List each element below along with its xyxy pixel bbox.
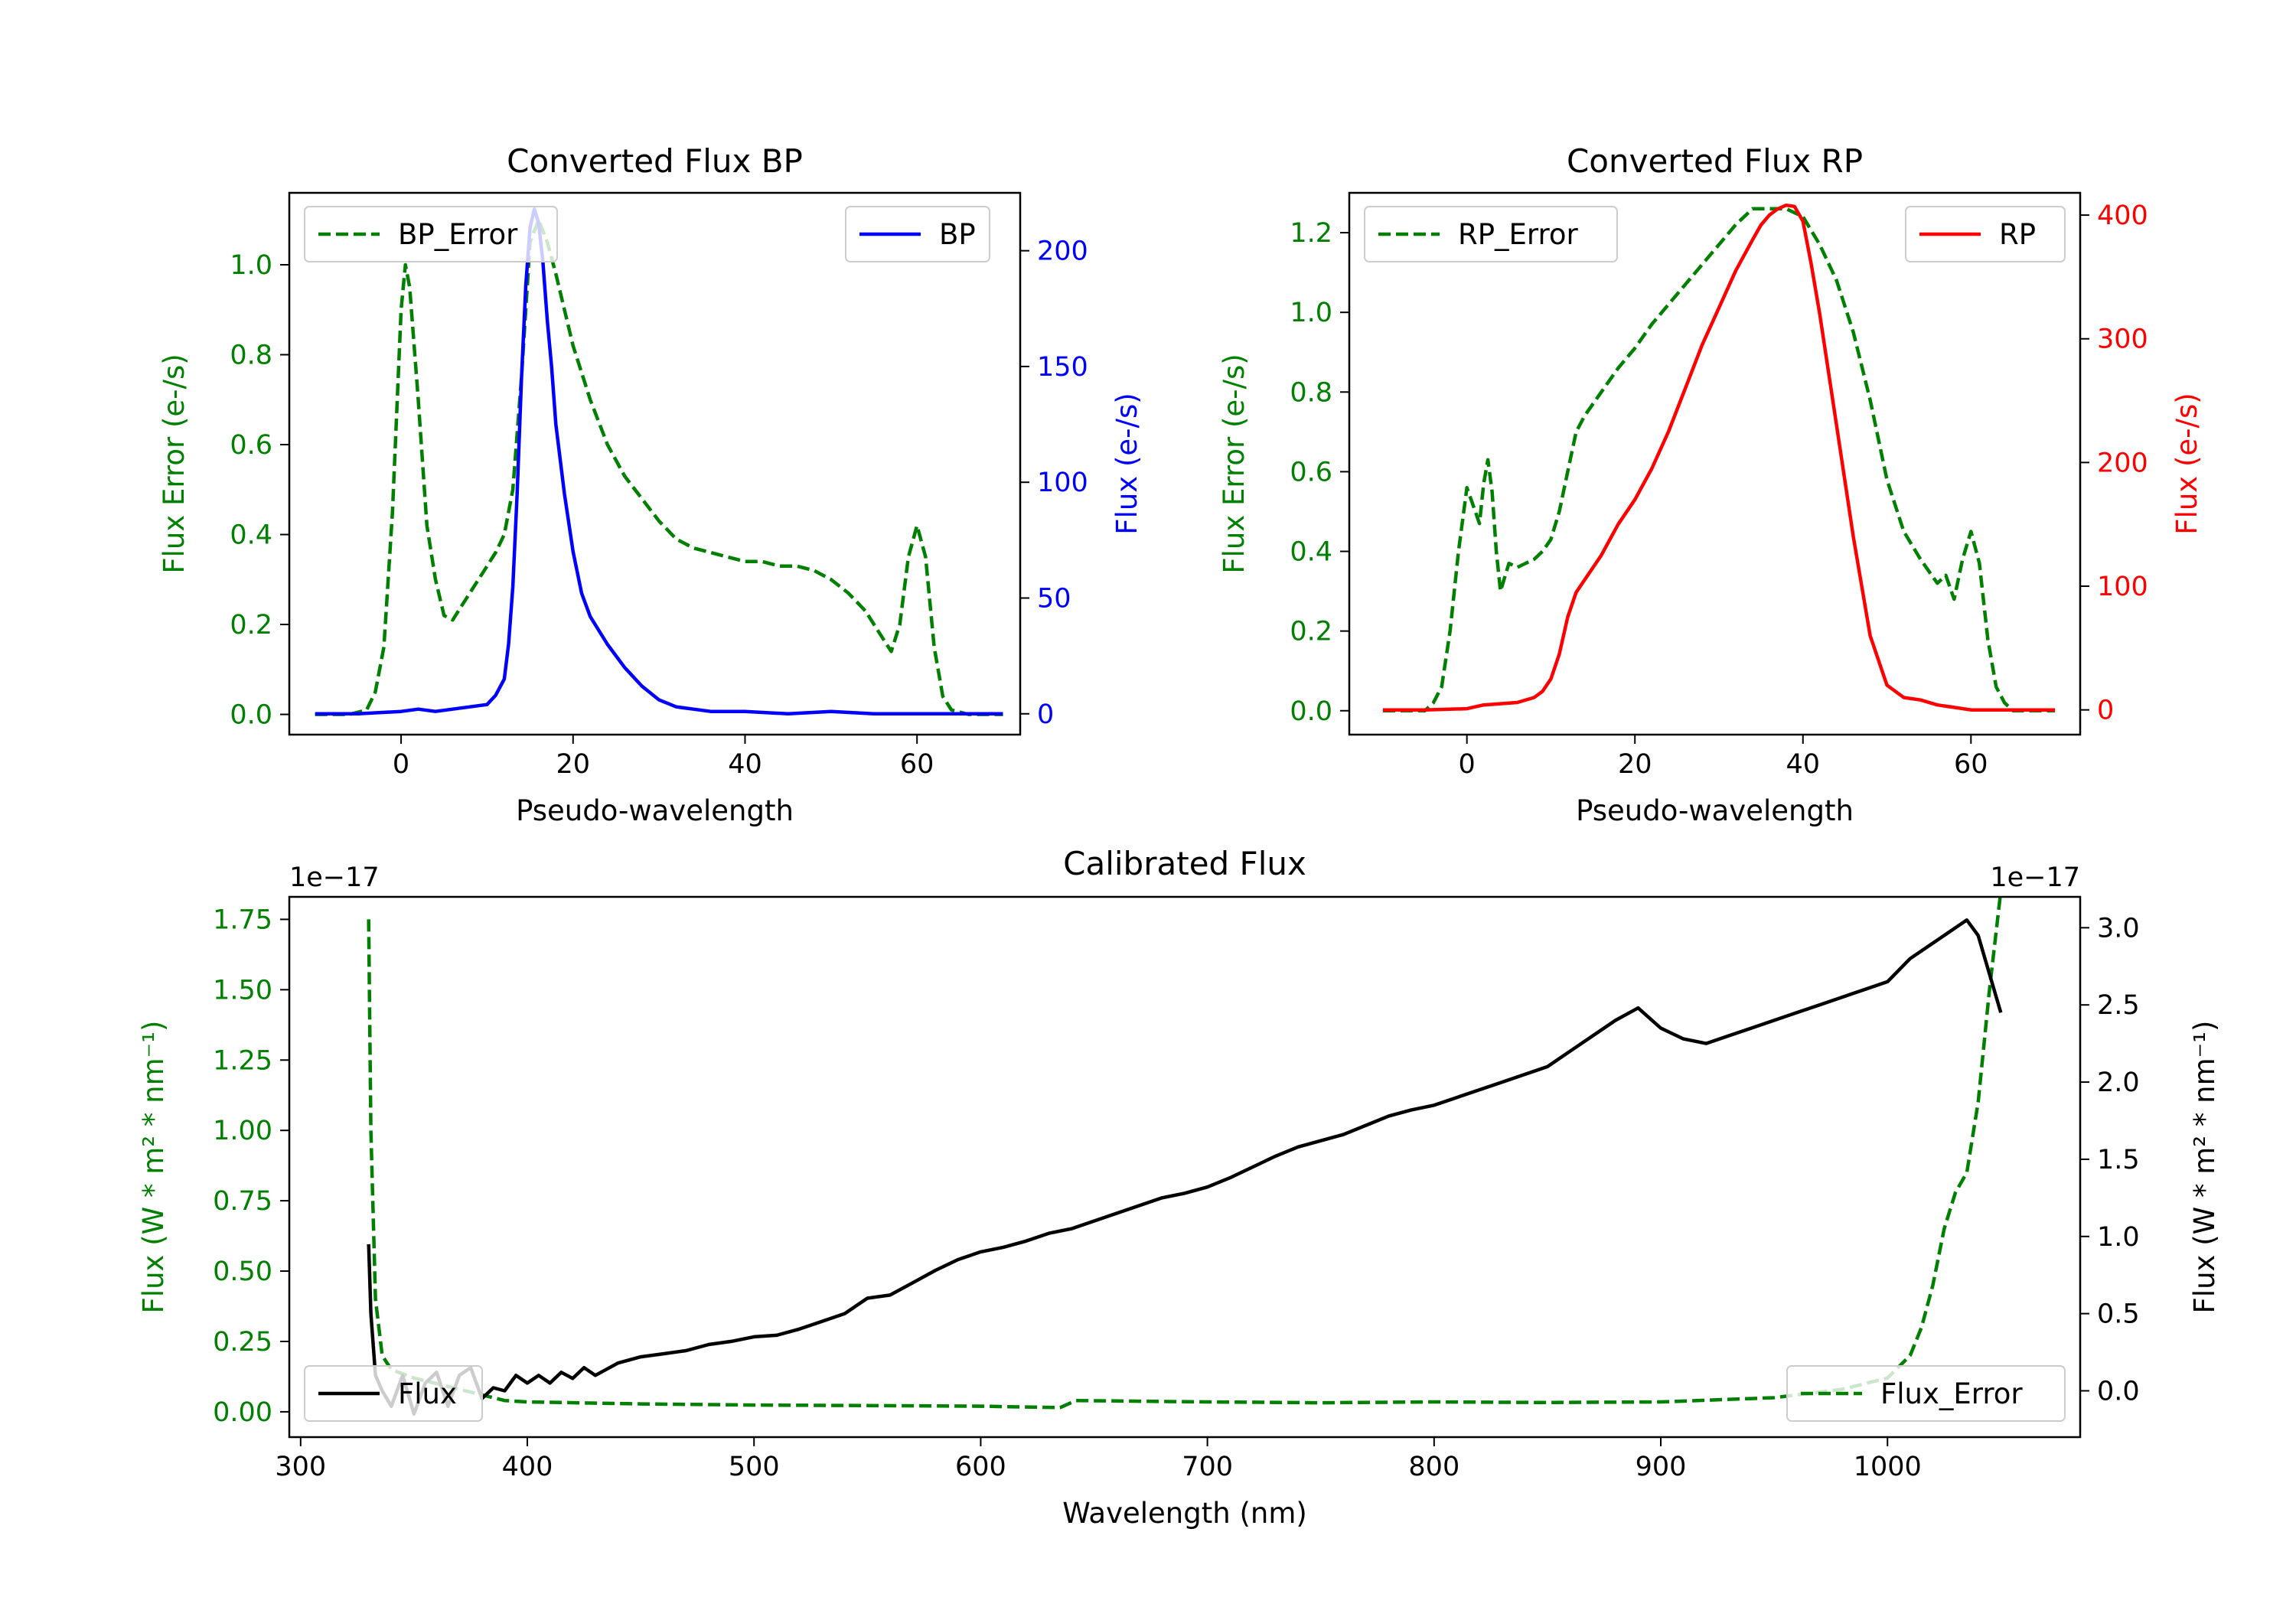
y-right-axis-label: Flux (W * m² * nm⁻¹) xyxy=(2188,1021,2221,1314)
legend-box xyxy=(304,1365,483,1422)
y-left-axis-label: Flux (W * m² * nm⁻¹) xyxy=(137,1021,170,1314)
y-right-tick-label: 100 xyxy=(2097,572,2148,602)
y-left-tick-label: 0.8 xyxy=(1290,377,1332,408)
x-axis-label: Pseudo-wavelength xyxy=(1576,794,1854,827)
y-left-tick-label: 1.50 xyxy=(213,975,272,1006)
legend-label: BP_Error xyxy=(398,218,518,251)
legend-left: RP_Error xyxy=(1364,206,1618,262)
x-tick-label: 600 xyxy=(955,1452,1006,1482)
series-line-flux_error xyxy=(367,897,2002,1410)
axes-frame xyxy=(288,895,2082,1439)
y-right-tick-label: 0 xyxy=(1037,699,1054,730)
x-axis-label: Wavelength (nm) xyxy=(1062,1497,1307,1530)
y-left-tick-label: 0.8 xyxy=(230,341,272,371)
y-left-axis-label: Flux Error (e-/s) xyxy=(158,354,191,573)
legend-label: Flux xyxy=(398,1377,457,1410)
axes-frame xyxy=(288,191,1022,736)
y-right-tick-label: 1.0 xyxy=(2097,1222,2140,1253)
y-right-tick-label: 50 xyxy=(1037,583,1071,614)
series-line-bp xyxy=(315,207,1003,716)
x-axis-label: Pseudo-wavelength xyxy=(516,794,794,827)
x-tick-label: 1000 xyxy=(1854,1452,1922,1482)
chart-title: Converted Flux BP xyxy=(507,142,803,180)
legend-label: RP_Error xyxy=(1458,218,1578,251)
series-line-rp_error xyxy=(1382,207,2056,713)
legend-right: BP xyxy=(845,206,990,262)
x-tick-label: 20 xyxy=(1618,749,1652,780)
series-line-bp_error xyxy=(315,218,1003,716)
y-left-tick-label: 0.4 xyxy=(1290,537,1332,568)
y-left-axis-label: Flux Error (e-/s) xyxy=(1218,354,1251,573)
legend-right: RP xyxy=(1905,206,2066,262)
y-right-tick-label: 300 xyxy=(2097,324,2148,355)
legend-left: Flux xyxy=(304,1365,483,1422)
x-tick-label: 20 xyxy=(556,749,590,780)
legend-label: BP xyxy=(939,218,976,251)
x-tick-label: 60 xyxy=(1954,749,1988,780)
y-right-tick-label: 2.5 xyxy=(2097,990,2140,1021)
y-left-tick-label: 0.0 xyxy=(1290,696,1332,727)
legend-box xyxy=(304,206,558,262)
y-right-tick-label: 3.0 xyxy=(2097,913,2140,944)
y-left-tick-label: 1.0 xyxy=(230,250,272,281)
y-left-tick-label: 0.4 xyxy=(230,520,272,551)
y-left-tick-label: 0.6 xyxy=(230,430,272,461)
y-left-tick-label: 1.2 xyxy=(1290,218,1332,249)
y-left-tick-label: 1.00 xyxy=(213,1116,272,1146)
y-right-tick-label: 200 xyxy=(2097,448,2148,478)
y-left-tick-label: 0.2 xyxy=(1290,617,1332,647)
series-line-flux xyxy=(367,918,2003,1416)
x-tick-label: 40 xyxy=(1786,749,1820,780)
y-right-offset-label: 1e−17 xyxy=(1990,862,2080,893)
x-tick-label: 0 xyxy=(1459,749,1476,780)
y-right-tick-label: 200 xyxy=(1037,236,1088,267)
series-line-rp xyxy=(1382,203,2056,712)
x-tick-label: 40 xyxy=(728,749,762,780)
y-right-tick-label: 2.0 xyxy=(2097,1068,2140,1098)
legend-box xyxy=(1905,206,2066,262)
legend-left: BP_Error xyxy=(304,206,558,262)
chart-3: 300 400 500 600 700 800 900 1000 0.00 0.25 0.50 0.7… xyxy=(137,845,2221,1530)
y-left-tick-label: 0.50 xyxy=(213,1257,272,1287)
y-right-tick-label: 400 xyxy=(2097,200,2148,231)
chart-2: 0 20 40 60 0.0 0.2 0.4 0.6 0.8 1.0 1.2 0 100 200 300 40… xyxy=(1218,142,2203,827)
y-left-tick-label: 1.25 xyxy=(213,1045,272,1076)
x-tick-label: 300 xyxy=(275,1452,326,1482)
axes-frame xyxy=(1348,191,2082,736)
y-left-tick-label: 0.25 xyxy=(213,1327,272,1358)
legend-label: Flux_Error xyxy=(1880,1377,2023,1410)
y-right-axis-label: Flux (e-/s) xyxy=(1110,393,1143,534)
legend-box xyxy=(1364,206,1618,262)
chart-1: 0 20 40 60 0.0 0.2 0.4 0.6 0.8 1.0 0 50 100 150 200 Con… xyxy=(158,142,1143,827)
y-left-tick-label: 0.2 xyxy=(230,610,272,641)
y-right-axis-label: Flux (e-/s) xyxy=(2170,393,2203,534)
chart-title: Converted Flux RP xyxy=(1567,142,1863,180)
x-tick-label: 700 xyxy=(1182,1452,1233,1482)
y-left-tick-label: 1.0 xyxy=(1290,298,1332,328)
x-tick-label: 500 xyxy=(729,1452,780,1482)
y-right-tick-label: 100 xyxy=(1037,468,1088,498)
y-left-offset-label: 1e−17 xyxy=(289,862,380,893)
y-right-tick-label: 150 xyxy=(1037,352,1088,383)
y-right-tick-label: 0.5 xyxy=(2097,1299,2140,1330)
y-right-tick-label: 0.0 xyxy=(2097,1376,2140,1407)
chart-title: Calibrated Flux xyxy=(1063,845,1306,882)
y-right-tick-label: 1.5 xyxy=(2097,1145,2140,1175)
y-right-tick-label: 0 xyxy=(2097,696,2114,726)
y-left-tick-label: 1.75 xyxy=(213,905,272,935)
x-tick-label: 900 xyxy=(1636,1452,1687,1482)
legend-label: RP xyxy=(1999,218,2036,251)
y-left-tick-label: 0.0 xyxy=(230,700,272,731)
y-left-tick-label: 0.6 xyxy=(1290,457,1332,487)
x-tick-label: 0 xyxy=(393,749,409,780)
y-left-tick-label: 0.75 xyxy=(213,1186,272,1217)
x-tick-label: 400 xyxy=(502,1452,553,1482)
x-tick-label: 60 xyxy=(900,749,934,780)
legend-right: Flux_Error xyxy=(1786,1365,2066,1422)
y-left-tick-label: 0.00 xyxy=(213,1397,272,1428)
x-tick-label: 800 xyxy=(1408,1452,1459,1482)
legend-box xyxy=(1786,1365,2066,1422)
